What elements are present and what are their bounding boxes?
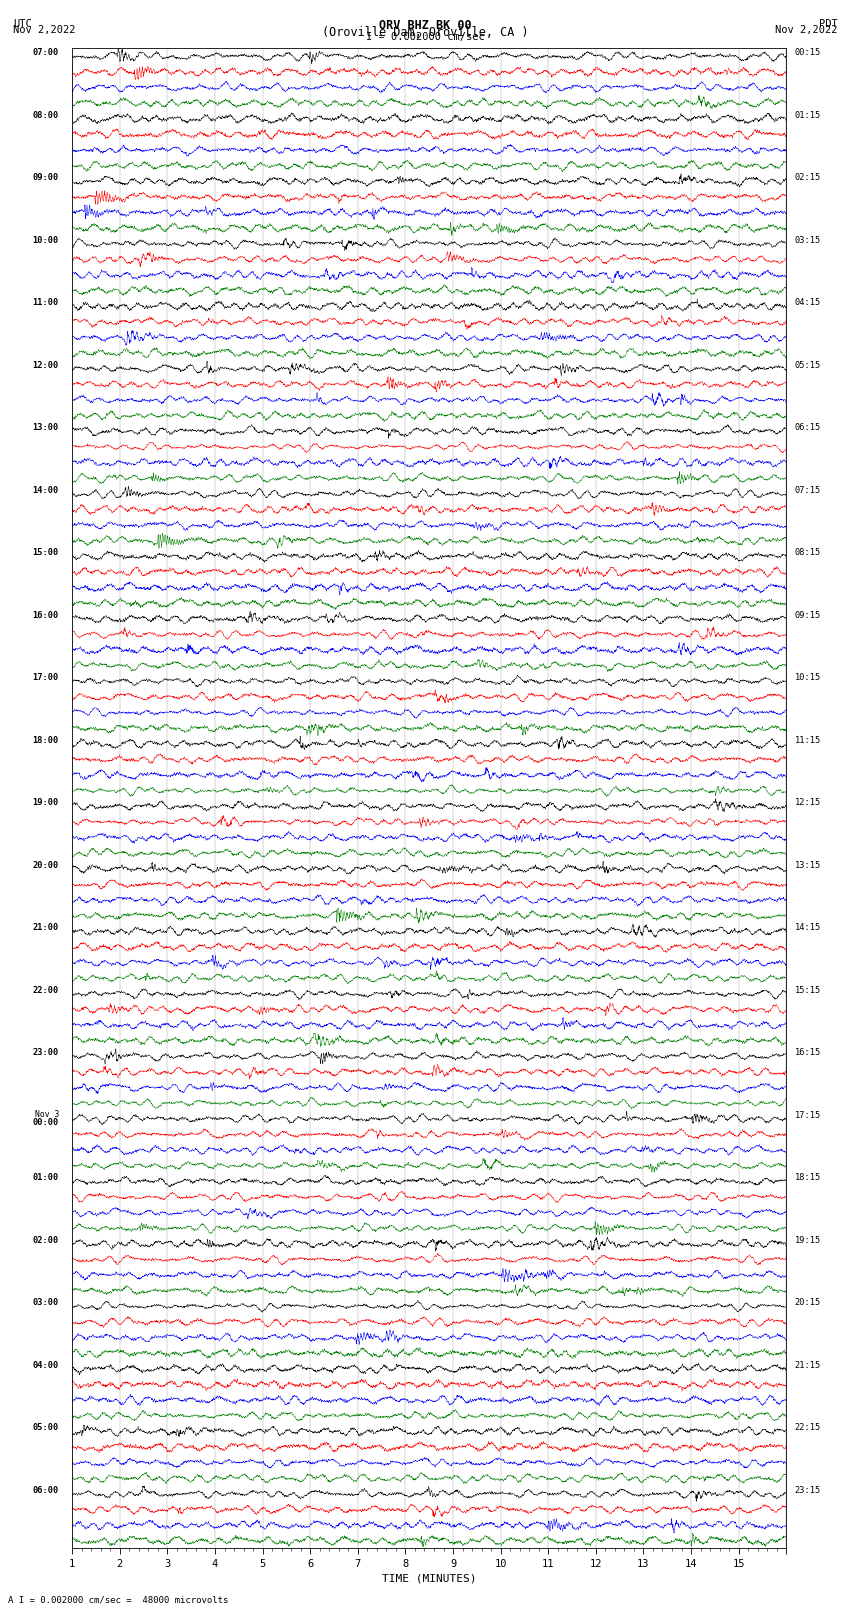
Text: 14:15: 14:15 bbox=[795, 923, 821, 932]
Text: 16:15: 16:15 bbox=[795, 1048, 821, 1058]
Text: 20:15: 20:15 bbox=[795, 1298, 821, 1308]
Text: 06:00: 06:00 bbox=[32, 1486, 59, 1495]
Text: 00:15: 00:15 bbox=[795, 48, 821, 58]
Text: Nov 3: Nov 3 bbox=[35, 1110, 59, 1119]
Text: 22:00: 22:00 bbox=[32, 986, 59, 995]
Text: 17:00: 17:00 bbox=[32, 674, 59, 682]
Text: 04:00: 04:00 bbox=[32, 1361, 59, 1369]
Text: 17:15: 17:15 bbox=[795, 1111, 821, 1119]
Text: 12:00: 12:00 bbox=[32, 361, 59, 369]
Text: 09:00: 09:00 bbox=[32, 174, 59, 182]
Text: 21:15: 21:15 bbox=[795, 1361, 821, 1369]
Text: 01:15: 01:15 bbox=[795, 111, 821, 119]
Text: 06:15: 06:15 bbox=[795, 423, 821, 432]
Text: 22:15: 22:15 bbox=[795, 1424, 821, 1432]
Text: 07:00: 07:00 bbox=[32, 48, 59, 58]
Text: 13:15: 13:15 bbox=[795, 861, 821, 869]
Text: Nov 2,2022: Nov 2,2022 bbox=[13, 24, 76, 35]
Text: 19:15: 19:15 bbox=[795, 1236, 821, 1245]
Text: 10:00: 10:00 bbox=[32, 235, 59, 245]
Text: PDT: PDT bbox=[819, 18, 837, 29]
Text: ORV BHZ BK 00: ORV BHZ BK 00 bbox=[379, 18, 471, 32]
Text: 08:15: 08:15 bbox=[795, 548, 821, 558]
Text: 07:15: 07:15 bbox=[795, 486, 821, 495]
Text: Nov 2,2022: Nov 2,2022 bbox=[774, 24, 837, 35]
Text: 05:15: 05:15 bbox=[795, 361, 821, 369]
Text: 03:15: 03:15 bbox=[795, 235, 821, 245]
Text: 14:00: 14:00 bbox=[32, 486, 59, 495]
Text: 23:00: 23:00 bbox=[32, 1048, 59, 1058]
Text: 21:00: 21:00 bbox=[32, 923, 59, 932]
Text: 00:00: 00:00 bbox=[32, 1118, 59, 1127]
Text: 15:15: 15:15 bbox=[795, 986, 821, 995]
Text: (Oroville Dam, Oroville, CA ): (Oroville Dam, Oroville, CA ) bbox=[321, 26, 529, 39]
Text: 13:00: 13:00 bbox=[32, 423, 59, 432]
Text: 05:00: 05:00 bbox=[32, 1424, 59, 1432]
Text: 08:00: 08:00 bbox=[32, 111, 59, 119]
Text: 20:00: 20:00 bbox=[32, 861, 59, 869]
Text: 03:00: 03:00 bbox=[32, 1298, 59, 1308]
Text: UTC: UTC bbox=[13, 18, 31, 29]
Text: 12:15: 12:15 bbox=[795, 798, 821, 808]
X-axis label: TIME (MINUTES): TIME (MINUTES) bbox=[382, 1573, 477, 1582]
Text: 02:00: 02:00 bbox=[32, 1236, 59, 1245]
Text: 16:00: 16:00 bbox=[32, 611, 59, 619]
Text: 18:00: 18:00 bbox=[32, 736, 59, 745]
Text: 10:15: 10:15 bbox=[795, 674, 821, 682]
Text: 11:15: 11:15 bbox=[795, 736, 821, 745]
Text: 23:15: 23:15 bbox=[795, 1486, 821, 1495]
Text: A I = 0.002000 cm/sec =  48000 microvolts: A I = 0.002000 cm/sec = 48000 microvolts bbox=[8, 1595, 229, 1603]
Text: 02:15: 02:15 bbox=[795, 174, 821, 182]
Text: I = 0.002000 cm/sec: I = 0.002000 cm/sec bbox=[366, 32, 484, 42]
Text: 19:00: 19:00 bbox=[32, 798, 59, 808]
Text: 18:15: 18:15 bbox=[795, 1174, 821, 1182]
Text: 04:15: 04:15 bbox=[795, 298, 821, 308]
Text: 15:00: 15:00 bbox=[32, 548, 59, 558]
Text: 01:00: 01:00 bbox=[32, 1174, 59, 1182]
Text: 09:15: 09:15 bbox=[795, 611, 821, 619]
Text: 11:00: 11:00 bbox=[32, 298, 59, 308]
